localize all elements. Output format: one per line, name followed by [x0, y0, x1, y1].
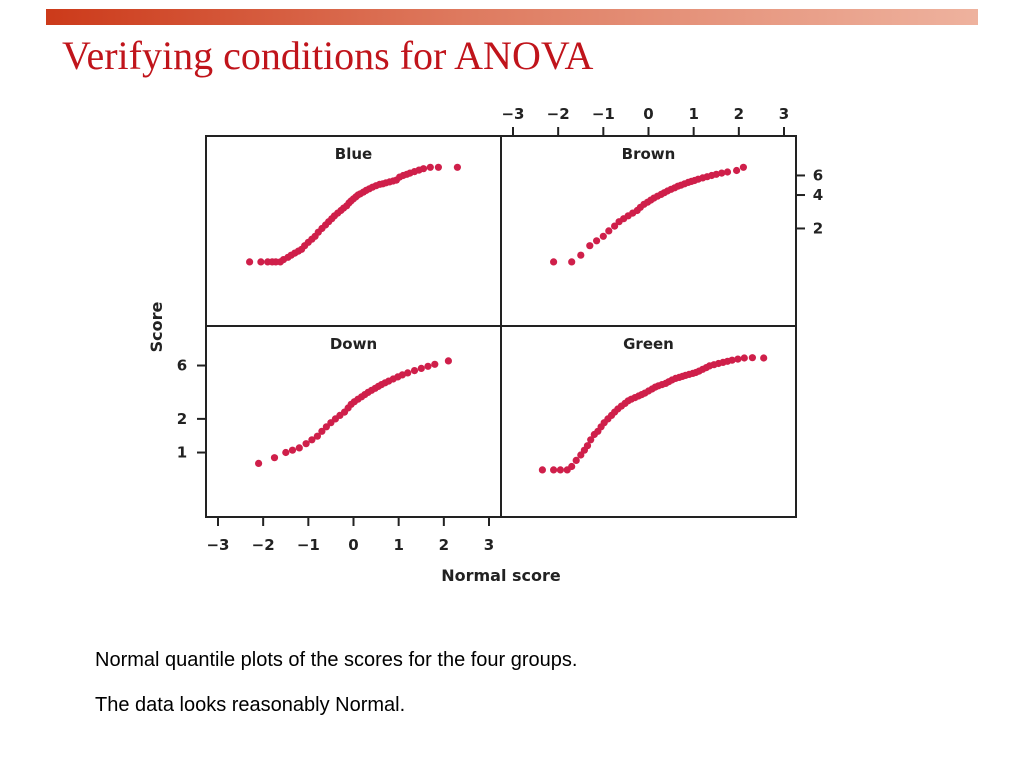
y-tick-label-right: 2	[813, 219, 823, 237]
data-point-brown	[577, 251, 585, 259]
y-tick-label-left: 6	[177, 357, 187, 375]
data-point-down	[295, 444, 303, 452]
x-tick-label-top: −2	[547, 105, 570, 123]
data-point-green	[728, 356, 736, 364]
data-point-brown	[712, 170, 720, 178]
data-point-down	[288, 446, 297, 454]
data-point-brown	[593, 237, 601, 245]
data-point-blue	[453, 163, 461, 171]
x-tick-label-top: 3	[779, 105, 789, 123]
x-tick-label-bottom: 2	[439, 536, 449, 554]
caption-line-1: Normal quantile plots of the scores for …	[95, 649, 578, 671]
data-point-blue	[257, 258, 265, 266]
slide-title: Verifying conditions for ANOVA	[62, 33, 594, 78]
data-point-green	[568, 462, 576, 471]
data-point-green	[587, 436, 595, 444]
y-tick-label-right: 4	[813, 186, 823, 204]
data-point-brown	[611, 222, 619, 230]
data-point-green	[550, 466, 558, 474]
data-point-brown	[739, 163, 748, 171]
panel-title-down: Down	[330, 335, 377, 353]
x-tick-label-bottom: 1	[393, 536, 403, 554]
data-point-brown	[718, 169, 726, 177]
normal-quantile-plot-chart: Blue Brown Down Green −3 −3 −2 −2 −1 −1 0 0 1 1 2 2 3 3 6 2…	[147, 105, 823, 585]
data-point-down	[270, 454, 279, 462]
data-point-brown	[550, 258, 558, 266]
data-point-blue	[426, 163, 434, 171]
data-point-brown	[605, 227, 613, 235]
x-tick-label-bottom: 3	[484, 536, 494, 554]
data-point-green	[572, 456, 580, 464]
x-tick-label-bottom: −2	[252, 536, 275, 554]
y-tick-label-right: 6	[813, 166, 823, 184]
panel-title-brown: Brown	[622, 145, 676, 163]
data-point-down	[444, 357, 452, 365]
y-axis-title: Score	[147, 301, 166, 352]
x-tick-label-top: 0	[643, 105, 653, 123]
data-point-down	[410, 367, 419, 375]
data-point-down	[318, 427, 326, 435]
x-tick-label-top: −3	[501, 105, 524, 123]
y-tick-label-left: 1	[177, 444, 187, 462]
data-point-down	[282, 448, 290, 457]
x-tick-label-top: −1	[592, 105, 615, 123]
data-point-down	[398, 371, 406, 379]
x-tick-label-bottom: −3	[206, 536, 229, 554]
data-point-brown	[586, 242, 594, 250]
data-point-down	[417, 364, 425, 372]
data-point-green	[760, 354, 768, 362]
top-accent-bar	[46, 9, 978, 25]
data-point-down	[255, 459, 263, 467]
x-tick-label-top: 2	[734, 105, 744, 123]
caption-line-2: The data looks reasonably Normal.	[95, 694, 406, 716]
data-point-brown	[599, 232, 607, 240]
data-point-blue	[246, 258, 254, 266]
panel-title-blue: Blue	[335, 145, 372, 163]
x-tick-label-bottom: −1	[297, 536, 320, 554]
data-point-brown	[723, 168, 732, 176]
x-tick-label-bottom: 0	[348, 536, 358, 554]
data-point-blue	[419, 165, 428, 173]
data-point-brown	[733, 166, 741, 175]
x-tick-label-top: 1	[688, 105, 698, 123]
data-point-blue	[434, 163, 442, 171]
data-point-green	[748, 354, 757, 362]
data-point-green	[538, 466, 547, 474]
data-point-down	[404, 369, 412, 377]
x-axis-title: Normal score	[441, 566, 561, 585]
y-tick-label-left: 2	[177, 410, 187, 428]
data-point-brown	[568, 258, 576, 266]
data-point-green	[740, 354, 748, 362]
data-point-green	[556, 466, 565, 474]
data-point-down	[313, 432, 321, 440]
data-point-down	[302, 440, 310, 448]
data-point-green	[583, 442, 592, 450]
data-point-down	[431, 360, 439, 368]
data-point-green	[734, 355, 742, 363]
data-point-down	[424, 362, 432, 370]
data-point-down	[308, 436, 316, 444]
panel-title-green: Green	[623, 335, 674, 353]
